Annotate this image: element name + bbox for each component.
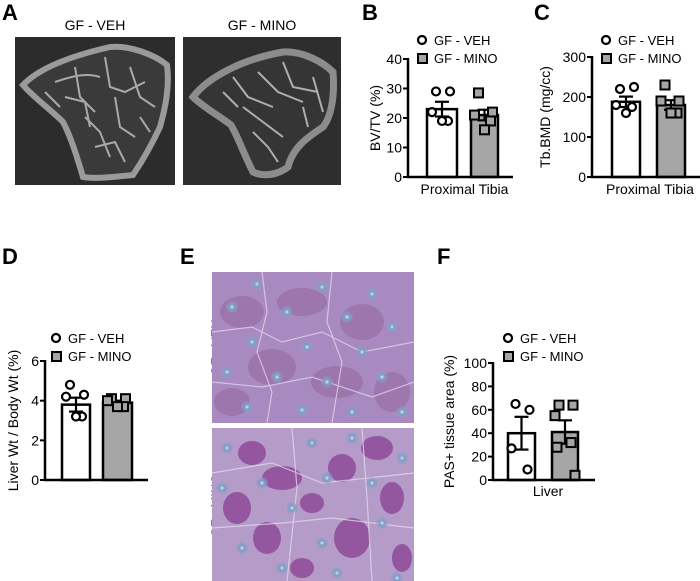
data-point xyxy=(565,437,577,449)
microct-image-mino xyxy=(183,37,341,185)
ct-title-mino: GF - MINO xyxy=(227,17,297,33)
legend-label-mino: GF - MINO xyxy=(434,51,498,66)
y-tick-label: 6 xyxy=(31,353,39,369)
legend-label-veh: GF - VEH xyxy=(520,331,576,346)
chart-liver-body-weight: GF - VEH GF - MINO 0 2 4 6 Liver Wt / Body Wt … xyxy=(5,331,148,492)
data-point xyxy=(479,124,490,136)
data-point xyxy=(64,379,76,390)
data-point xyxy=(614,83,626,95)
panel-letter-a: A xyxy=(2,0,18,25)
data-point xyxy=(665,107,677,119)
panel-letter-f: F xyxy=(437,244,451,269)
y-tick-label: 0 xyxy=(578,169,586,185)
data-point xyxy=(430,86,442,97)
data-point xyxy=(569,469,581,481)
data-point xyxy=(659,79,671,91)
data-point xyxy=(673,95,685,107)
legend-circle-icon xyxy=(502,332,514,344)
legend-circle-icon xyxy=(50,332,62,344)
legend-square-icon xyxy=(503,351,514,362)
data-point xyxy=(628,81,640,93)
panel-letter-e: E xyxy=(180,244,195,269)
y-axis-label: Tb.BMD (mg/cc) xyxy=(537,66,553,168)
data-point xyxy=(510,398,521,410)
chart-bv-tv: GF - VEH GF - MINO 0 10 20 30 40 BV/TV (%) Proxi… xyxy=(367,33,513,197)
data-point xyxy=(473,87,484,99)
y-tick-label: 20 xyxy=(471,449,487,465)
histology-image-mino xyxy=(212,428,414,581)
data-point xyxy=(60,391,72,402)
data-point xyxy=(620,107,632,119)
data-point xyxy=(487,106,498,118)
panel-letter-c: C xyxy=(534,0,550,25)
data-point xyxy=(506,443,517,454)
legend: GF - VEH GF - MINO xyxy=(416,33,498,66)
data-point xyxy=(436,115,448,127)
y-axis-label: Liver Wt / Body Wt (%) xyxy=(5,350,21,492)
y-axis-label: BV/TV (%) xyxy=(367,85,383,151)
y-tick-label: 20 xyxy=(386,110,402,126)
data-point xyxy=(485,115,496,127)
y-axis-label: PAS+ tissue area (%) xyxy=(441,355,457,488)
bar-mino xyxy=(101,401,134,482)
y-tick-label: 40 xyxy=(386,51,402,67)
data-point xyxy=(524,404,535,415)
data-point xyxy=(549,410,561,422)
legend: GF - VEH GF - MINO xyxy=(600,33,682,66)
legend-circle-icon xyxy=(416,34,428,46)
y-tick-label: 100 xyxy=(464,355,488,371)
y-tick-label: 10 xyxy=(386,140,402,156)
legend-circle-icon xyxy=(600,34,612,46)
chart-pas-area: GF - VEH GF - MINO 0 20 40 60 80 100 PAS+ tissue… xyxy=(441,331,595,499)
y-tick-label: 2 xyxy=(31,432,39,448)
y-tick-label: 100 xyxy=(563,129,587,145)
data-point xyxy=(551,441,563,453)
x-axis-label: Proximal Tibia xyxy=(421,181,509,197)
y-tick-label: 0 xyxy=(394,169,402,185)
y-tick-label: 30 xyxy=(386,81,402,97)
data-point xyxy=(78,389,90,400)
legend-label-veh: GF - VEH xyxy=(68,331,124,346)
data-point xyxy=(444,86,456,97)
chart-tb-bmd: GF - VEH GF - MINO 0 100 200 300 Tb.BMD (mg/cc… xyxy=(537,33,700,197)
y-tick-label: 0 xyxy=(479,472,487,488)
legend-label-mino: GF - MINO xyxy=(618,51,682,66)
data-point xyxy=(567,399,579,411)
panel-letter-d: D xyxy=(2,244,18,269)
data-point xyxy=(655,95,667,107)
y-tick-label: 80 xyxy=(471,378,487,394)
legend-square-icon xyxy=(51,351,62,362)
legend-label-mino: GF - MINO xyxy=(68,349,132,364)
data-point xyxy=(610,99,622,111)
microct-image-veh xyxy=(15,37,175,185)
y-tick-label: 0 xyxy=(31,472,39,488)
legend: GF - VEH GF - MINO xyxy=(50,331,132,364)
legend-label-veh: GF - VEH xyxy=(434,33,490,48)
data-point xyxy=(626,101,638,113)
data-point xyxy=(553,399,565,411)
y-tick-label: 4 xyxy=(31,393,39,409)
panel-letter-b: B xyxy=(362,0,378,25)
y-tick-label: 40 xyxy=(471,425,487,441)
data-point xyxy=(469,109,480,121)
legend: GF - VEH GF - MINO xyxy=(502,331,584,364)
data-point xyxy=(112,401,123,413)
x-axis-label: Liver xyxy=(533,483,564,499)
histology-image-veh xyxy=(212,272,414,423)
data-point xyxy=(70,411,82,422)
y-tick-label: 200 xyxy=(563,89,587,105)
legend-label-mino: GF - MINO xyxy=(520,349,584,364)
y-tick-label: 60 xyxy=(471,402,487,418)
y-tick-label: 300 xyxy=(563,49,587,65)
data-point xyxy=(426,106,438,118)
legend-square-icon xyxy=(417,53,428,64)
ct-title-veh: GF - VEH xyxy=(64,17,126,33)
legend-square-icon xyxy=(601,53,612,64)
legend-label-veh: GF - VEH xyxy=(618,33,674,48)
data-point xyxy=(102,395,113,407)
data-point xyxy=(522,464,533,475)
x-axis-label: Proximal Tibia xyxy=(606,181,694,197)
